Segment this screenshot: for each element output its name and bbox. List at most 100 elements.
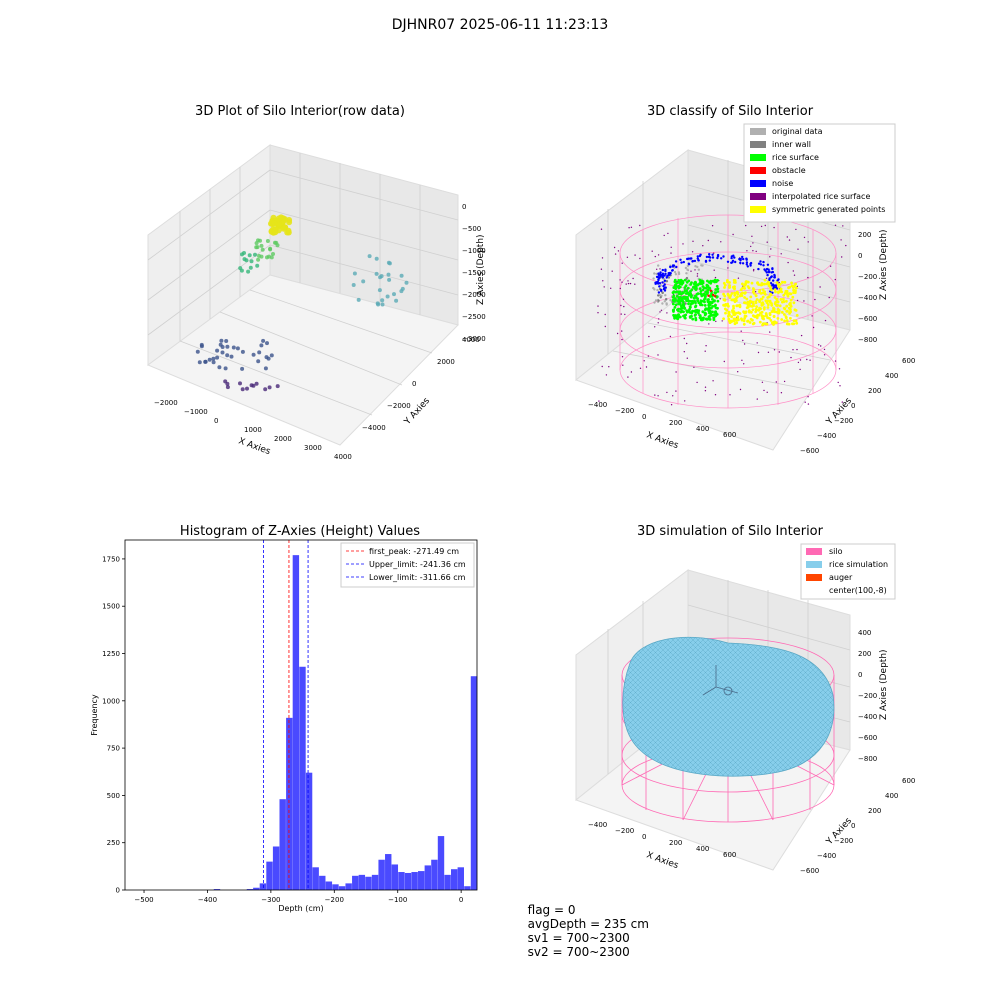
classify-point: [694, 265, 696, 267]
histogram-bar: [280, 799, 286, 890]
classify-point: [767, 271, 769, 273]
simulation-z-tick: 200: [858, 650, 871, 658]
classify-point: [729, 394, 730, 395]
classify-point: [720, 257, 722, 259]
classify-point: [808, 241, 809, 242]
classify-point: [689, 257, 691, 259]
classify-point: [803, 300, 804, 301]
raw-point: [375, 257, 379, 261]
classify-point: [734, 300, 737, 303]
classify-point: [770, 319, 773, 322]
raw-point: [232, 346, 236, 350]
raw-point: [253, 253, 257, 257]
classify-point: [716, 307, 719, 310]
histogram-bar: [319, 876, 325, 890]
raw-point: [250, 259, 254, 263]
raw-z-tick: −500: [462, 225, 481, 233]
classify-point: [781, 301, 784, 304]
classify-point: [765, 299, 768, 302]
classify-point: [687, 358, 688, 359]
classify-point: [662, 274, 664, 276]
classify-point: [707, 295, 709, 297]
raw-point: [260, 255, 264, 259]
classify-point: [664, 269, 666, 271]
classify-legend-label: interpolated rice surface: [772, 192, 870, 201]
raw-plot-title: 3D Plot of Silo Interior(row data): [140, 104, 460, 119]
simulation-x-tick: 600: [723, 851, 736, 859]
raw-point: [353, 272, 357, 276]
classify-z-tick: 200: [858, 231, 871, 239]
classify-point: [627, 257, 628, 258]
classify-point: [685, 272, 687, 274]
raw-point: [211, 357, 215, 361]
raw-point: [268, 247, 272, 251]
classify-point: [723, 304, 726, 307]
classify-point: [824, 349, 825, 350]
classify-point: [679, 259, 681, 261]
classify-point: [760, 263, 762, 265]
classify-point: [740, 389, 741, 390]
raw-x-tick: 2000: [274, 435, 292, 443]
classify-point: [665, 298, 667, 300]
classify-point: [814, 299, 815, 300]
classify-point: [708, 240, 709, 241]
classify-y-tick: −400: [817, 432, 836, 440]
simulation-legend-swatch: [806, 574, 822, 581]
classify-point: [728, 281, 731, 284]
raw-x-tick: −1000: [184, 408, 208, 416]
classify-point: [664, 289, 666, 291]
classify-point: [792, 289, 795, 292]
classify-point: [722, 293, 725, 296]
classify-point: [724, 361, 725, 362]
classify-point: [842, 225, 843, 226]
classify-point: [666, 392, 667, 393]
classify-point: [769, 301, 772, 304]
classify-point: [829, 297, 830, 298]
raw-point: [376, 303, 380, 307]
simulation-legend-label: center(100,-8): [829, 586, 887, 595]
classify-legend-swatch: [750, 167, 766, 174]
histogram-bar: [464, 886, 470, 890]
classify-point: [724, 312, 727, 315]
classify-point: [695, 296, 698, 299]
classify-point: [694, 260, 696, 262]
raw-point: [256, 238, 260, 242]
classify-point: [657, 264, 659, 266]
simulation-legend: silorice simulationaugercenter(100,-8): [801, 544, 895, 599]
classify-point: [689, 283, 692, 286]
classify-point: [798, 362, 799, 363]
classify-point: [677, 315, 680, 318]
histogram-x-tick-label: −500: [134, 896, 153, 904]
classify-point: [687, 287, 690, 290]
classify-point: [657, 395, 658, 396]
classify-point: [747, 303, 750, 306]
histogram-x-tick-label: 0: [459, 896, 463, 904]
classify-point: [672, 395, 673, 396]
classify-point: [709, 312, 712, 315]
classify-point: [708, 253, 710, 255]
classify-point: [597, 312, 598, 313]
classify-legend-swatch: [750, 128, 766, 135]
classify-point: [691, 318, 694, 321]
classify-point: [699, 254, 701, 256]
classify-point: [835, 279, 836, 280]
classify-point: [750, 246, 751, 247]
classify-point: [824, 354, 825, 355]
classify-y-tick: −600: [800, 447, 819, 455]
raw-point: [249, 266, 253, 270]
sv1-text: sv1 = 700~2300: [528, 931, 630, 945]
classify-point: [670, 272, 672, 274]
histogram-bar: [451, 869, 457, 890]
classify-point: [756, 298, 759, 301]
classify-point: [621, 313, 622, 314]
classify-point: [687, 280, 690, 283]
simulation-plot-title: 3D simulation of Silo Interior: [580, 524, 880, 539]
simulation-x-tick: −200: [615, 827, 634, 835]
classify-point: [697, 255, 699, 257]
classify-point: [783, 313, 786, 316]
classify-point: [781, 311, 784, 314]
classify-point: [750, 262, 752, 264]
classify-point: [708, 281, 711, 284]
classify-point: [685, 296, 688, 299]
simulation-x-tick: 400: [696, 845, 709, 853]
